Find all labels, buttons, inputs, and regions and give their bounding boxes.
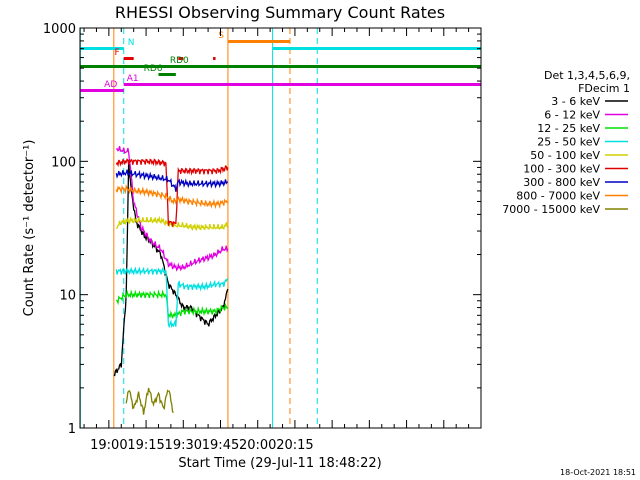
flag-bar-rd6 xyxy=(158,73,176,76)
flag-label-n: N xyxy=(128,38,135,48)
legend-label: 6 - 12 keV xyxy=(544,109,600,122)
footer-timestamp: 18-Oct-2021 18:51 xyxy=(560,468,636,477)
flag-label-f: F xyxy=(115,48,120,58)
legend-label: 300 - 800 keV xyxy=(523,176,600,189)
flag-label-a1: A1 xyxy=(127,74,139,84)
chart-title: RHESSI Observing Summary Count Rates xyxy=(115,3,445,22)
x-tick-label: 19:45 xyxy=(202,438,239,453)
series-line-7 xyxy=(115,183,229,210)
legend-label: 3 - 6 keV xyxy=(551,95,600,108)
flag-bar-f xyxy=(178,57,184,60)
flag-bar-s xyxy=(227,40,290,43)
x-tick-label: 19:00 xyxy=(90,438,127,453)
y-tick-label: 100 xyxy=(51,155,76,170)
x-axis-label: Start Time (29-Jul-11 18:48:22) xyxy=(178,456,381,471)
x-tick-label: 19:30 xyxy=(165,438,202,453)
y-axis-label: Count Rate (s⁻¹ detector⁻¹) xyxy=(22,140,37,317)
series-line-8 xyxy=(125,387,174,415)
x-tick-label: 20:00 xyxy=(239,438,276,453)
y-tick-label: 1 xyxy=(68,422,76,437)
flag-bar-ad xyxy=(80,89,124,92)
flag-bar-rd0 xyxy=(80,65,481,68)
flag-bar-a1 xyxy=(123,83,482,86)
legend-label: 7000 - 15000 keV xyxy=(502,203,600,216)
legend-label: 12 - 25 keV xyxy=(537,122,600,135)
x-tick-label: 19:15 xyxy=(127,438,164,453)
flag-bar-f xyxy=(123,57,134,60)
legend-label: 25 - 50 keV xyxy=(537,136,600,149)
flag-label-rd6: RD6 xyxy=(144,64,163,74)
legend-header: FDecim 1 xyxy=(578,82,630,95)
x-tick-label: 20:15 xyxy=(276,438,313,453)
y-tick-label: 1000 xyxy=(43,22,76,37)
axes: 1 10 100 1000 19:00 19:15 19:30 19:45 20:00 20:15 xyxy=(43,22,482,453)
plot-frame xyxy=(79,27,482,429)
series-line-2 xyxy=(115,289,229,319)
flag-label-s: S xyxy=(218,31,224,41)
flag-bar-f xyxy=(213,57,216,60)
flag-bar-n xyxy=(80,47,124,50)
series-line-5 xyxy=(115,158,229,227)
legend-label: 800 - 7000 keV xyxy=(516,190,600,203)
legend-label: 50 - 100 keV xyxy=(530,149,600,162)
flag-label-ad: AD xyxy=(104,80,117,90)
flag-bar-n xyxy=(272,47,481,50)
series-line-3 xyxy=(115,266,229,329)
flag-label-rd0: RD0 xyxy=(170,56,189,66)
series-line-1 xyxy=(115,146,229,272)
series-line-6 xyxy=(115,169,228,192)
legend-header: Det 1,3,4,5,6,9, xyxy=(544,69,630,82)
y-tick-label: 10 xyxy=(59,289,76,304)
plot-area: N S F RD0 RD6 AD A1 xyxy=(79,28,482,428)
legend-label: 100 - 300 keV xyxy=(523,163,600,176)
